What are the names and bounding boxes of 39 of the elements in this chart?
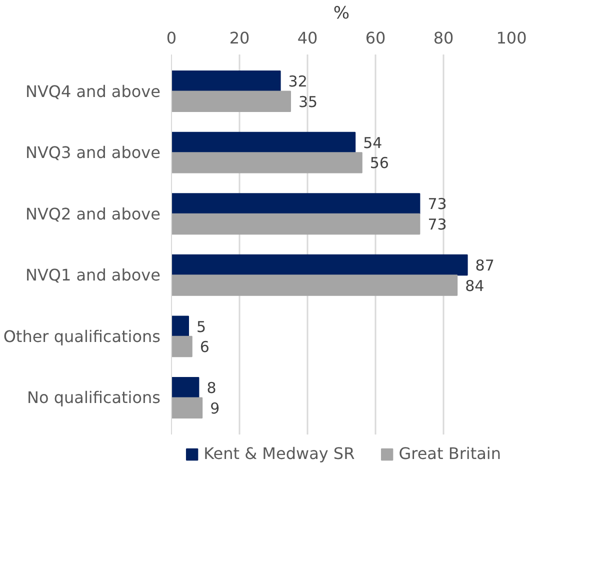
y-tick-label: NVQ1 and above — [25, 266, 161, 285]
data-label: 6 — [200, 338, 210, 356]
data-label: 9 — [210, 399, 220, 418]
bar — [172, 377, 200, 398]
data-label: 84 — [465, 276, 484, 295]
legend-label: Great Britain — [398, 444, 501, 463]
x-axis-title: % — [333, 4, 350, 24]
data-label: 32 — [288, 72, 308, 91]
bar — [172, 316, 189, 337]
x-tick-label: 100 — [496, 28, 527, 48]
x-tick-label: 60 — [365, 28, 386, 48]
data-label: 8 — [206, 379, 216, 398]
bar — [172, 274, 458, 296]
bar — [172, 397, 203, 418]
data-label: 73 — [428, 195, 447, 214]
bar — [172, 152, 362, 174]
bar — [172, 132, 356, 154]
bar — [172, 90, 291, 112]
y-tick-label: NVQ4 and above — [25, 82, 161, 101]
y-tick-label: Other qualifications — [3, 326, 160, 346]
legend-label: Kent & Medway SR — [204, 444, 355, 463]
bar — [172, 336, 192, 358]
data-label: 35 — [298, 92, 318, 111]
x-tick-label: 80 — [433, 28, 454, 48]
data-label: 56 — [370, 154, 389, 172]
data-label: 5 — [196, 318, 206, 336]
bar — [172, 70, 281, 92]
bar — [172, 254, 468, 276]
x-tick-label: 40 — [297, 28, 318, 48]
x-tick-label: 0 — [166, 28, 177, 48]
data-label: 87 — [475, 256, 494, 275]
data-label: 54 — [363, 134, 382, 152]
x-tick-label: 20 — [229, 28, 250, 48]
y-tick-label: No qualifications — [27, 388, 160, 408]
data-label: 73 — [428, 215, 447, 234]
bar — [172, 213, 420, 235]
bar — [172, 193, 420, 214]
y-tick-label: NVQ2 and above — [25, 204, 161, 224]
y-tick-label: NVQ3 and above — [25, 143, 161, 162]
